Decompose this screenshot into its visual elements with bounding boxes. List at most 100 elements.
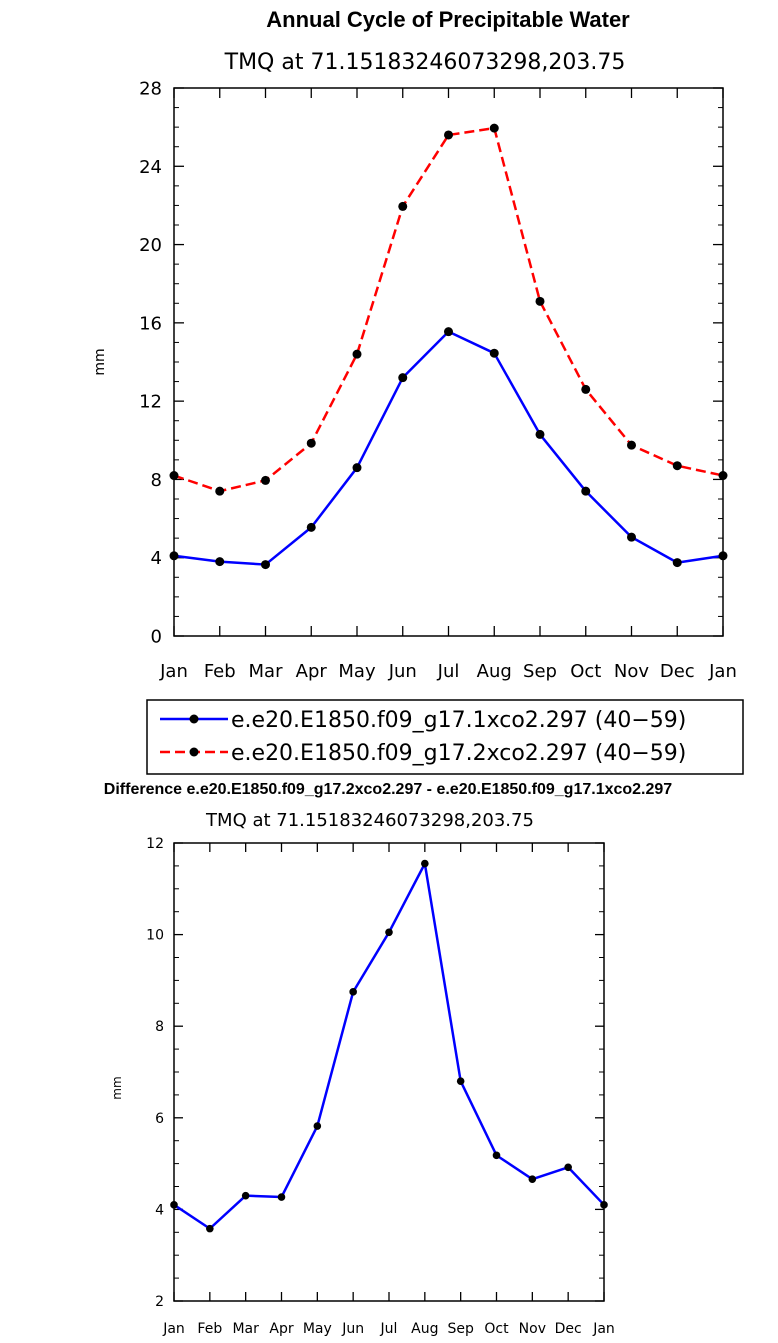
- legend-label-1: e.e20.E1850.f09_g17.1xco2.297 (40−59): [231, 708, 686, 733]
- x-tick-label: Jan: [162, 1321, 185, 1337]
- series-2-point: [215, 486, 225, 496]
- y-tick-label: 0: [151, 626, 162, 647]
- series-2-point: [489, 123, 499, 133]
- series-1-point: [718, 551, 728, 561]
- x-tick-label: Dec: [555, 1321, 582, 1337]
- series-1-point: [277, 1193, 286, 1201]
- chart1-plot-area: 0 4 8 12 16 20 24 28 Jan Feb Mar Apr May Jun Jul Aug Sep…: [139, 78, 737, 682]
- series-1-point: [456, 1077, 465, 1085]
- chart1-title: Annual Cycle of Precipitable Water: [266, 7, 630, 32]
- x-tick-label: May: [338, 661, 376, 682]
- chart2-title: Difference e.e20.E1850.f09_g17.2xco2.297…: [104, 781, 673, 798]
- series-1-point: [206, 1224, 214, 1233]
- series-1-point: [444, 327, 453, 337]
- x-tick-label: Apr: [269, 1321, 293, 1337]
- series-1-point: [492, 1151, 501, 1160]
- series-1-point: [489, 348, 499, 358]
- series-2-point: [672, 461, 682, 471]
- series-1-point: [170, 1201, 178, 1209]
- x-tick-label: Nov: [614, 661, 649, 682]
- series-1-point: [385, 928, 393, 937]
- chart2-plot-area: 2 4 6 8 10 12 Jan Feb Mar Apr May Jun Jul Aug Sep Oct No…: [146, 836, 615, 1337]
- legend-marker-1: [189, 714, 199, 724]
- x-tick-label: Jun: [341, 1321, 364, 1337]
- x-tick-label: Jul: [437, 661, 460, 682]
- series-1-point: [398, 373, 408, 383]
- y-tick-label: 12: [139, 392, 162, 413]
- x-tick-label: Dec: [660, 661, 695, 682]
- series-1-point: [600, 1201, 608, 1209]
- plot-frame: [173, 842, 605, 1302]
- chart-difference: Difference e.e20.E1850.f09_g17.2xco2.297…: [104, 781, 673, 1337]
- series-1-point: [306, 522, 316, 532]
- series-line-2: [173, 126, 724, 493]
- series-1-point: [352, 463, 362, 473]
- y-tick-label: 2: [155, 1294, 164, 1310]
- y-tick-label: 8: [151, 470, 162, 491]
- series-1-point: [215, 557, 225, 567]
- y-tick-label: 12: [146, 836, 164, 852]
- series-1-point: [627, 532, 636, 542]
- x-tick-label: Oct: [570, 661, 601, 682]
- y-tick-label: 16: [139, 313, 162, 334]
- chart2-y-axis-label: mm: [110, 1076, 124, 1099]
- series-1-point: [581, 486, 591, 496]
- x-tick-label: May: [303, 1321, 332, 1337]
- series-2-point: [169, 471, 179, 481]
- series-1-point: [528, 1175, 537, 1183]
- x-tick-label: Mar: [249, 661, 284, 682]
- legend-label-2: e.e20.E1850.f09_g17.2xco2.297 (40−59): [231, 741, 686, 766]
- x-tick-label: Apr: [296, 661, 328, 682]
- chart2-subtitle: TMQ at 71.15183246073298,203.75: [205, 810, 534, 831]
- x-tick-label: Aug: [411, 1321, 438, 1337]
- series-2-point: [444, 130, 453, 140]
- y-tick-label: 20: [139, 235, 162, 256]
- x-tick-label: Feb: [197, 1321, 222, 1337]
- x-tick-label: Feb: [204, 661, 236, 682]
- legend-box: [146, 699, 744, 775]
- y-tick-label: 24: [139, 157, 162, 178]
- series-1-point: [349, 988, 357, 996]
- series-1-point: [169, 551, 179, 561]
- plot-frame: [173, 87, 724, 637]
- series-1-point: [672, 558, 682, 568]
- x-tick-label: Mar: [232, 1321, 259, 1337]
- y-tick-label: 28: [139, 78, 162, 99]
- series-line-1: [173, 862, 605, 1230]
- x-tick-label: Jan: [159, 661, 188, 682]
- x-tick-label: Sep: [523, 661, 557, 682]
- series-1-point: [261, 560, 270, 570]
- series-2-point: [718, 471, 728, 481]
- series-1-point: [313, 1122, 322, 1130]
- x-tick-label: Nov: [519, 1321, 546, 1337]
- series-1-point: [421, 859, 429, 868]
- series-1-point: [535, 429, 545, 439]
- chart1-legend: e.e20.E1850.f09_g17.1xco2.297 (40−59) e.…: [146, 699, 744, 775]
- x-tick-label: Oct: [484, 1321, 509, 1337]
- series-1-point: [564, 1163, 572, 1172]
- series-2-point: [398, 201, 408, 211]
- x-tick-label: Aug: [477, 661, 512, 682]
- x-tick-label: Sep: [447, 1321, 474, 1337]
- series-2-point: [627, 440, 636, 450]
- series-1-point: [241, 1191, 250, 1200]
- x-tick-label: Jul: [380, 1321, 398, 1337]
- series-2-point: [261, 475, 270, 485]
- chart-annual-cycle: Annual Cycle of Precipitable Water TMQ a…: [92, 7, 744, 775]
- series-2-point: [352, 349, 362, 359]
- series-2-point: [306, 438, 316, 448]
- x-tick-label: Jan: [592, 1321, 615, 1337]
- chart1-subtitle: TMQ at 71.15183246073298,203.75: [224, 50, 626, 75]
- series-2-point: [535, 296, 545, 306]
- series-2-point: [581, 384, 591, 394]
- x-tick-label: Jun: [388, 661, 417, 682]
- y-tick-label: 10: [146, 928, 164, 944]
- chart1-y-axis-label: mm: [92, 348, 108, 375]
- y-tick-label: 4: [151, 548, 162, 569]
- x-tick-label: Jan: [708, 661, 737, 682]
- legend-marker-2: [189, 747, 199, 757]
- y-tick-label: 6: [155, 1111, 164, 1127]
- y-tick-label: 8: [155, 1019, 164, 1035]
- y-tick-label: 4: [155, 1202, 164, 1218]
